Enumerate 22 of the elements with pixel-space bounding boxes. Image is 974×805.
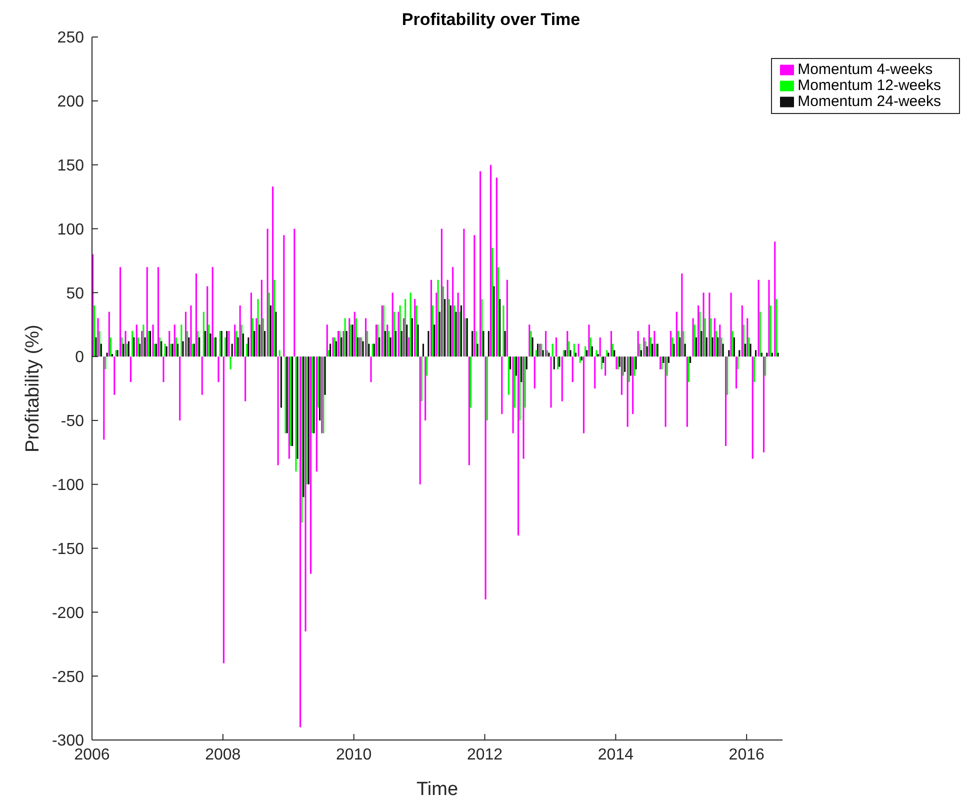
x-tick-label: 2008 bbox=[205, 746, 241, 764]
x-tick-label: 2010 bbox=[336, 746, 372, 764]
legend-label: Momentum 4-weeks bbox=[798, 61, 933, 78]
y-axis-title: Profitability (%) bbox=[22, 324, 44, 452]
chart-title: Profitability over Time bbox=[400, 10, 582, 30]
y-tick-label: -150 bbox=[52, 540, 84, 558]
y-tick-label: 200 bbox=[57, 94, 84, 111]
x-tick-label: 2014 bbox=[598, 746, 634, 764]
x-axis-title: Time bbox=[416, 779, 458, 800]
x-tick-label: 2016 bbox=[728, 746, 765, 764]
y-tick-label: -250 bbox=[52, 668, 84, 686]
y-tick-label: 250 bbox=[57, 30, 84, 47]
y-tick-label: -100 bbox=[52, 477, 84, 494]
legend-label: Momentum 24-weeks bbox=[798, 93, 941, 110]
y-tick-label: 50 bbox=[66, 285, 84, 302]
legend-label: Momentum 12-weeks bbox=[798, 77, 941, 94]
y-tick-label: 100 bbox=[57, 221, 84, 238]
x-tick-label: 2012 bbox=[466, 746, 503, 764]
y-tick-label: -200 bbox=[52, 604, 84, 622]
y-tick-label: 0 bbox=[75, 349, 84, 366]
y-tick-label: -50 bbox=[60, 413, 84, 430]
y-tick-label: 150 bbox=[57, 158, 84, 174]
